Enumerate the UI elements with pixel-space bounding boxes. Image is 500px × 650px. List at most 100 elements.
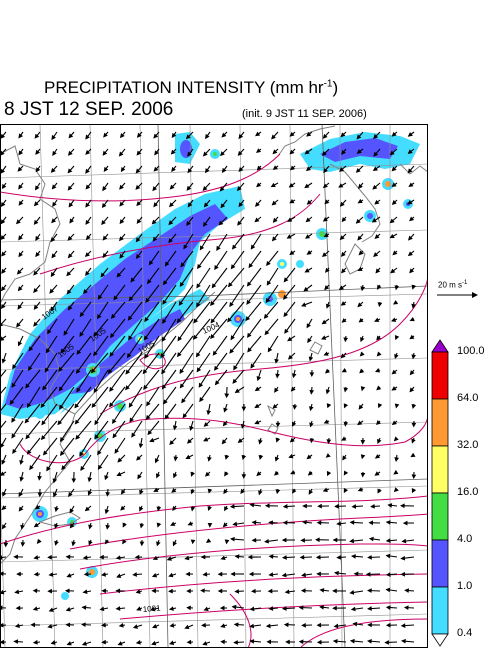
wind-vector-head (256, 471, 262, 477)
wind-vector-head (349, 520, 355, 525)
wind-vector-head (360, 454, 366, 460)
wind-vector-head (91, 402, 97, 408)
wind-vector-head (184, 555, 190, 561)
wind-vector-head (190, 471, 195, 477)
wind-vector-head (196, 263, 202, 270)
wind-vector (227, 301, 245, 322)
wind-vector-head (391, 131, 397, 137)
colorbar-swatch (431, 445, 449, 494)
wind-vector-head (207, 523, 213, 528)
wind-vector-head (192, 334, 198, 340)
wind-vector-head (1, 358, 7, 364)
wind-vector-head (306, 131, 312, 137)
wind-vector (60, 335, 75, 354)
wind-vector-head (128, 296, 134, 302)
wind-vector-head (101, 202, 107, 209)
wind-vector-head (342, 455, 347, 461)
wind-vector (93, 335, 109, 356)
wind-vector-head (61, 465, 66, 471)
wind-vector (79, 437, 92, 456)
wind-vector (91, 352, 109, 373)
wind-vector-head (410, 452, 416, 458)
wind-vector-head (11, 382, 16, 388)
wind-vector-head (185, 571, 191, 577)
wind-vector-head (164, 414, 170, 420)
wind-vector-head (74, 419, 80, 425)
wind-vector-head (97, 294, 103, 300)
wind-vector-head (391, 166, 397, 172)
wind-vector-head (368, 520, 373, 526)
wind-vector-head (411, 284, 417, 290)
wind-vector-head (204, 471, 210, 477)
wind-vector (42, 369, 58, 390)
wind-vector-head (97, 314, 102, 320)
wind-vector-head (132, 624, 139, 629)
wind-vector-head (341, 149, 346, 155)
wind-vector-head (272, 149, 278, 155)
wind-vector-head (50, 167, 56, 173)
wind-vector-head (274, 358, 279, 364)
wind-vector-head (100, 272, 106, 278)
wind-vector-head (118, 151, 124, 157)
wind-vector-head (358, 404, 364, 410)
wind-vector-head (50, 640, 56, 645)
wind-vector-head (16, 269, 22, 275)
wind-vector-head (32, 606, 38, 611)
wind-vector-head (0, 219, 6, 225)
wind-vector-head (334, 503, 339, 509)
wind-vector-head (251, 520, 257, 525)
wind-vector-head (263, 313, 269, 319)
wind-vector-head (214, 380, 220, 386)
wind-vector-head (375, 368, 381, 373)
wind-vector-head (316, 622, 322, 628)
wind-reference-exponent: -1 (462, 280, 468, 286)
wind-vector-head (85, 184, 91, 190)
wind-vector-head (254, 419, 260, 425)
wind-vector-head (338, 183, 344, 188)
wind-vector-head (13, 639, 19, 644)
wind-vector-head (59, 436, 65, 443)
wind-vector-head (33, 571, 39, 577)
wind-vector-head (229, 348, 235, 354)
wind-vector-head (139, 489, 144, 495)
wind-vector-head (266, 280, 272, 286)
wind-vector-head (93, 331, 99, 337)
wind-vector-head (400, 623, 406, 628)
wind-vector (60, 420, 75, 442)
wind-vector-head (42, 385, 47, 391)
wind-vector-head (163, 399, 168, 405)
wind-vector-head (196, 283, 201, 289)
wind-vector-head (227, 282, 233, 288)
wind-vector-head (2, 491, 7, 497)
wind-vector-head (152, 186, 158, 192)
wind-vector-head (19, 476, 24, 482)
wind-vector-head (67, 185, 73, 191)
wind-vector-head (316, 520, 322, 526)
wind-vector-head (281, 537, 287, 543)
wind-vector-head (411, 403, 417, 409)
wind-vector (146, 386, 160, 406)
wind-vector-head (207, 506, 212, 512)
wind-vector-head (256, 165, 262, 171)
wind-vector-head (283, 312, 289, 318)
wind-vector-head (256, 148, 262, 153)
wind-vector-head (19, 459, 24, 465)
wind-vector-head (283, 622, 289, 628)
wind-vector-head (79, 331, 84, 338)
wind-vector-head (357, 198, 363, 204)
wind-vector-head (325, 453, 331, 458)
wind-vector-head (168, 588, 173, 594)
wind-vector-head (281, 572, 287, 578)
wind-vector-head (207, 456, 212, 462)
wind-vector-head (321, 252, 328, 257)
wind-vector-head (135, 253, 141, 259)
wind-vector-head (305, 166, 311, 172)
wind-vector-head (135, 589, 141, 594)
wind-vector-head (349, 638, 355, 644)
wind-vector-head (17, 304, 23, 310)
wind-vector-head (258, 490, 263, 496)
wind-vector-head (408, 235, 413, 241)
wind-vector-head (355, 218, 361, 224)
wind-vector-head (224, 506, 229, 512)
wind-vector-head (357, 420, 363, 426)
